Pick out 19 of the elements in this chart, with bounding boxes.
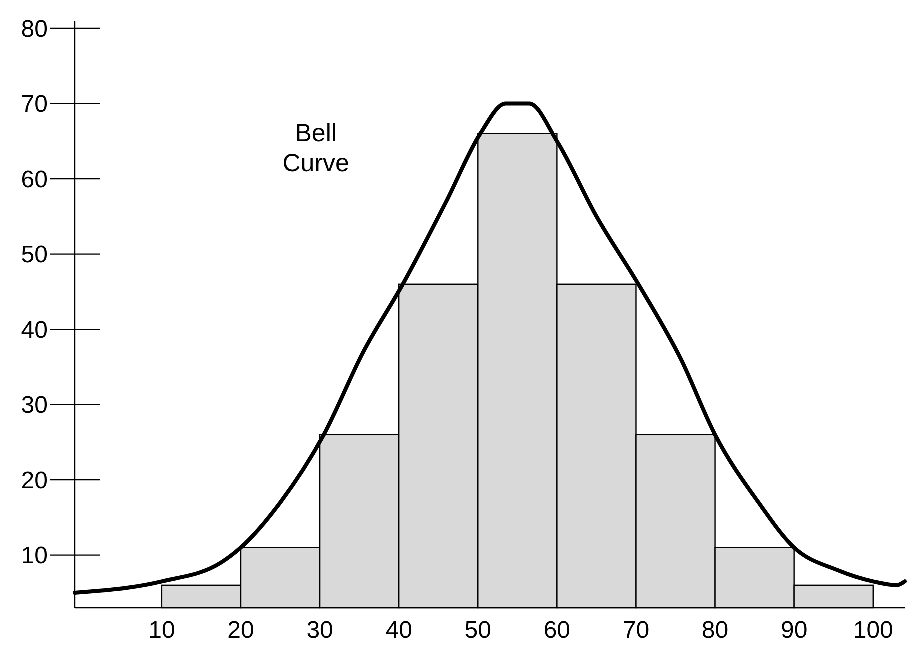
y-tick-label: 30 bbox=[21, 392, 48, 420]
y-tick-label: 40 bbox=[21, 316, 48, 344]
x-tick-label: 40 bbox=[386, 617, 412, 644]
y-tick-label: 20 bbox=[21, 467, 48, 494]
y-tick-label: 70 bbox=[21, 91, 48, 118]
text: Bell Curve bbox=[282, 119, 350, 178]
x-tick-label: 70 bbox=[622, 617, 650, 644]
x-tick-label: 20 bbox=[228, 617, 254, 644]
x-tick-label: 100 bbox=[853, 617, 894, 644]
y-tick-label: 80 bbox=[21, 16, 48, 43]
y-tick-label: 50 bbox=[21, 242, 48, 269]
y-tick-label: 60 bbox=[21, 166, 48, 194]
x-tick-label: 50 bbox=[464, 617, 492, 644]
x-tick-label: 80 bbox=[702, 617, 729, 644]
x-tick-label: 90 bbox=[780, 617, 808, 644]
x-tick-label: 60 bbox=[544, 617, 571, 644]
x-tick-label: 30 bbox=[306, 617, 334, 644]
x-tick-label: 10 bbox=[148, 617, 176, 644]
y-tick-label: 10 bbox=[21, 542, 48, 570]
